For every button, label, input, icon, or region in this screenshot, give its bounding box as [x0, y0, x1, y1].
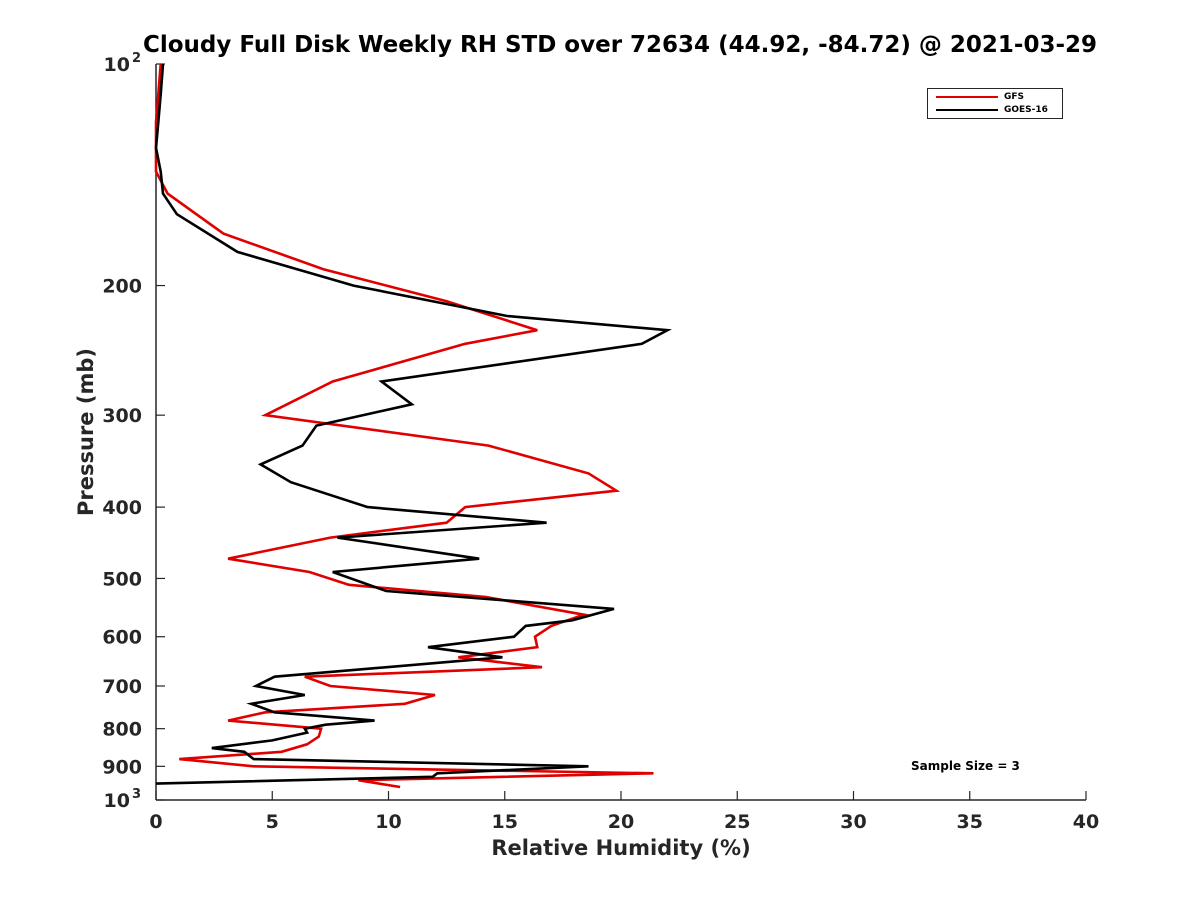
series-line-goes16: [154, 63, 672, 785]
series-line-gfs: [154, 63, 654, 789]
x-axis-ticks: 0 5 10 15 20 25 30 35 40: [149, 791, 1099, 833]
y-tick-label: 900: [102, 756, 142, 778]
y-tick-label: 400: [102, 497, 142, 519]
y-tick-label: 500: [102, 568, 142, 590]
y-tick-label: 700: [102, 676, 142, 698]
x-tick-label: 20: [608, 811, 634, 833]
y-tick-exponent: 2: [132, 51, 141, 66]
y-tick-label: 800: [102, 719, 142, 741]
legend-label-gfs: GFS: [1004, 92, 1025, 102]
y-tick-label: 600: [102, 627, 142, 649]
x-tick-label: 35: [957, 811, 983, 833]
series-lines: [154, 63, 672, 789]
legend-swatch-gfs: [936, 96, 998, 98]
y-tick-label: 10: [104, 54, 130, 76]
x-tick-label: 5: [266, 811, 279, 833]
legend-swatch-goes16: [936, 109, 998, 111]
legend-item-gfs: GFS: [936, 91, 1024, 103]
axes: [155, 64, 1086, 801]
y-tick-exponent: 3: [132, 787, 141, 802]
y-tick-label: 300: [102, 405, 142, 427]
y-axis-label: Pressure (mb): [74, 348, 98, 516]
x-tick-label: 30: [840, 811, 866, 833]
y-tick-label: 10: [104, 790, 130, 812]
legend: GFS GOES-16: [927, 88, 1063, 119]
x-tick-label: 0: [149, 811, 162, 833]
y-tick-label: 200: [102, 276, 142, 298]
x-tick-label: 40: [1073, 811, 1099, 833]
chart-title: Cloudy Full Disk Weekly RH STD over 7263…: [142, 32, 1098, 58]
x-tick-label: 10: [375, 811, 401, 833]
x-axis-label: Relative Humidity (%): [491, 836, 751, 860]
legend-label-goes16: GOES-16: [1004, 105, 1048, 115]
legend-item-goes16: GOES-16: [936, 104, 1048, 116]
x-tick-label: 25: [724, 811, 750, 833]
x-tick-label: 15: [492, 811, 518, 833]
sample-size-annotation: Sample Size = 3: [911, 759, 1020, 773]
